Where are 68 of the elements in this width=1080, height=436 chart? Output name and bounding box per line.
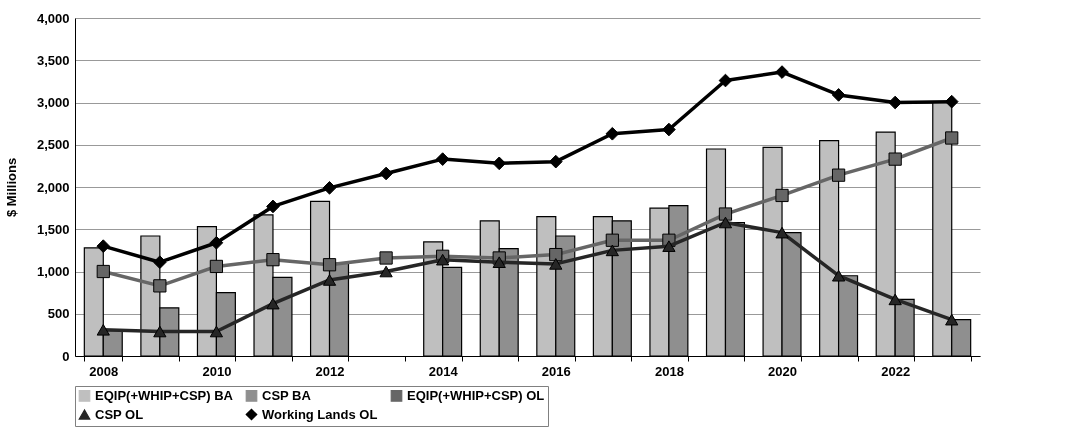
legend-label: Working Lands OL — [262, 406, 378, 422]
y-axis-title: $ Millions — [3, 157, 19, 218]
point — [944, 94, 959, 109]
point — [153, 255, 167, 270]
point — [492, 256, 506, 269]
point — [209, 259, 224, 274]
point — [775, 226, 789, 239]
x-tick-label: 2008 — [89, 363, 119, 379]
point — [379, 166, 393, 181]
point — [436, 253, 450, 266]
y-tick-label: 0 — [62, 348, 70, 364]
point — [153, 325, 167, 338]
point — [153, 279, 167, 293]
legend-label: EQIP(+WHIP+CSP) BA — [95, 387, 234, 403]
point — [266, 253, 280, 267]
point — [831, 269, 846, 282]
y-tick-label: 2,500 — [36, 137, 70, 153]
point — [775, 188, 789, 203]
point — [775, 65, 789, 79]
x-tick-label: 2010 — [202, 363, 232, 379]
x-tick-label: 2020 — [768, 363, 797, 379]
point — [662, 240, 676, 252]
y-tick-label: 500 — [47, 306, 70, 322]
point — [96, 324, 110, 336]
point — [718, 73, 733, 88]
point — [435, 152, 450, 166]
point — [549, 247, 563, 262]
point — [605, 126, 620, 141]
y-tick-label: 3,000 — [36, 95, 70, 110]
x-tick-label: 2016 — [541, 363, 571, 379]
x-tick-label: 2018 — [654, 363, 684, 379]
point — [945, 313, 959, 326]
point — [322, 181, 337, 195]
point — [96, 264, 110, 279]
y-tick-label: 2,000 — [36, 179, 70, 195]
point — [548, 154, 563, 169]
point — [888, 293, 902, 306]
point — [831, 88, 846, 102]
point — [266, 199, 280, 214]
y-tick-label: 1,500 — [36, 221, 70, 237]
point — [209, 235, 224, 250]
point — [379, 251, 393, 265]
point — [209, 325, 224, 338]
legend-label: CSP OL — [95, 406, 144, 422]
legend-label: CSP BA — [262, 387, 312, 403]
y-tick-label: 4,000 — [36, 10, 70, 26]
point — [605, 233, 619, 247]
point — [605, 244, 619, 257]
point — [492, 156, 507, 171]
point — [945, 131, 959, 145]
point — [718, 207, 733, 221]
x-tick-label: 2012 — [315, 363, 345, 379]
point — [888, 152, 902, 166]
y-tick-label: 1,000 — [36, 264, 70, 279]
x-tick-label: 2022 — [881, 363, 911, 379]
point — [549, 258, 563, 270]
point — [718, 216, 733, 229]
point — [662, 122, 676, 137]
point — [96, 239, 111, 253]
point — [322, 258, 337, 272]
point — [888, 95, 902, 110]
point — [322, 274, 337, 286]
x-tick-label: 2014 — [428, 363, 459, 379]
y-tick-label: 3,500 — [36, 52, 70, 68]
point — [831, 168, 846, 182]
legend-label: EQIP(+WHIP+CSP) OL — [407, 387, 545, 403]
point — [266, 297, 280, 310]
point — [379, 265, 393, 278]
